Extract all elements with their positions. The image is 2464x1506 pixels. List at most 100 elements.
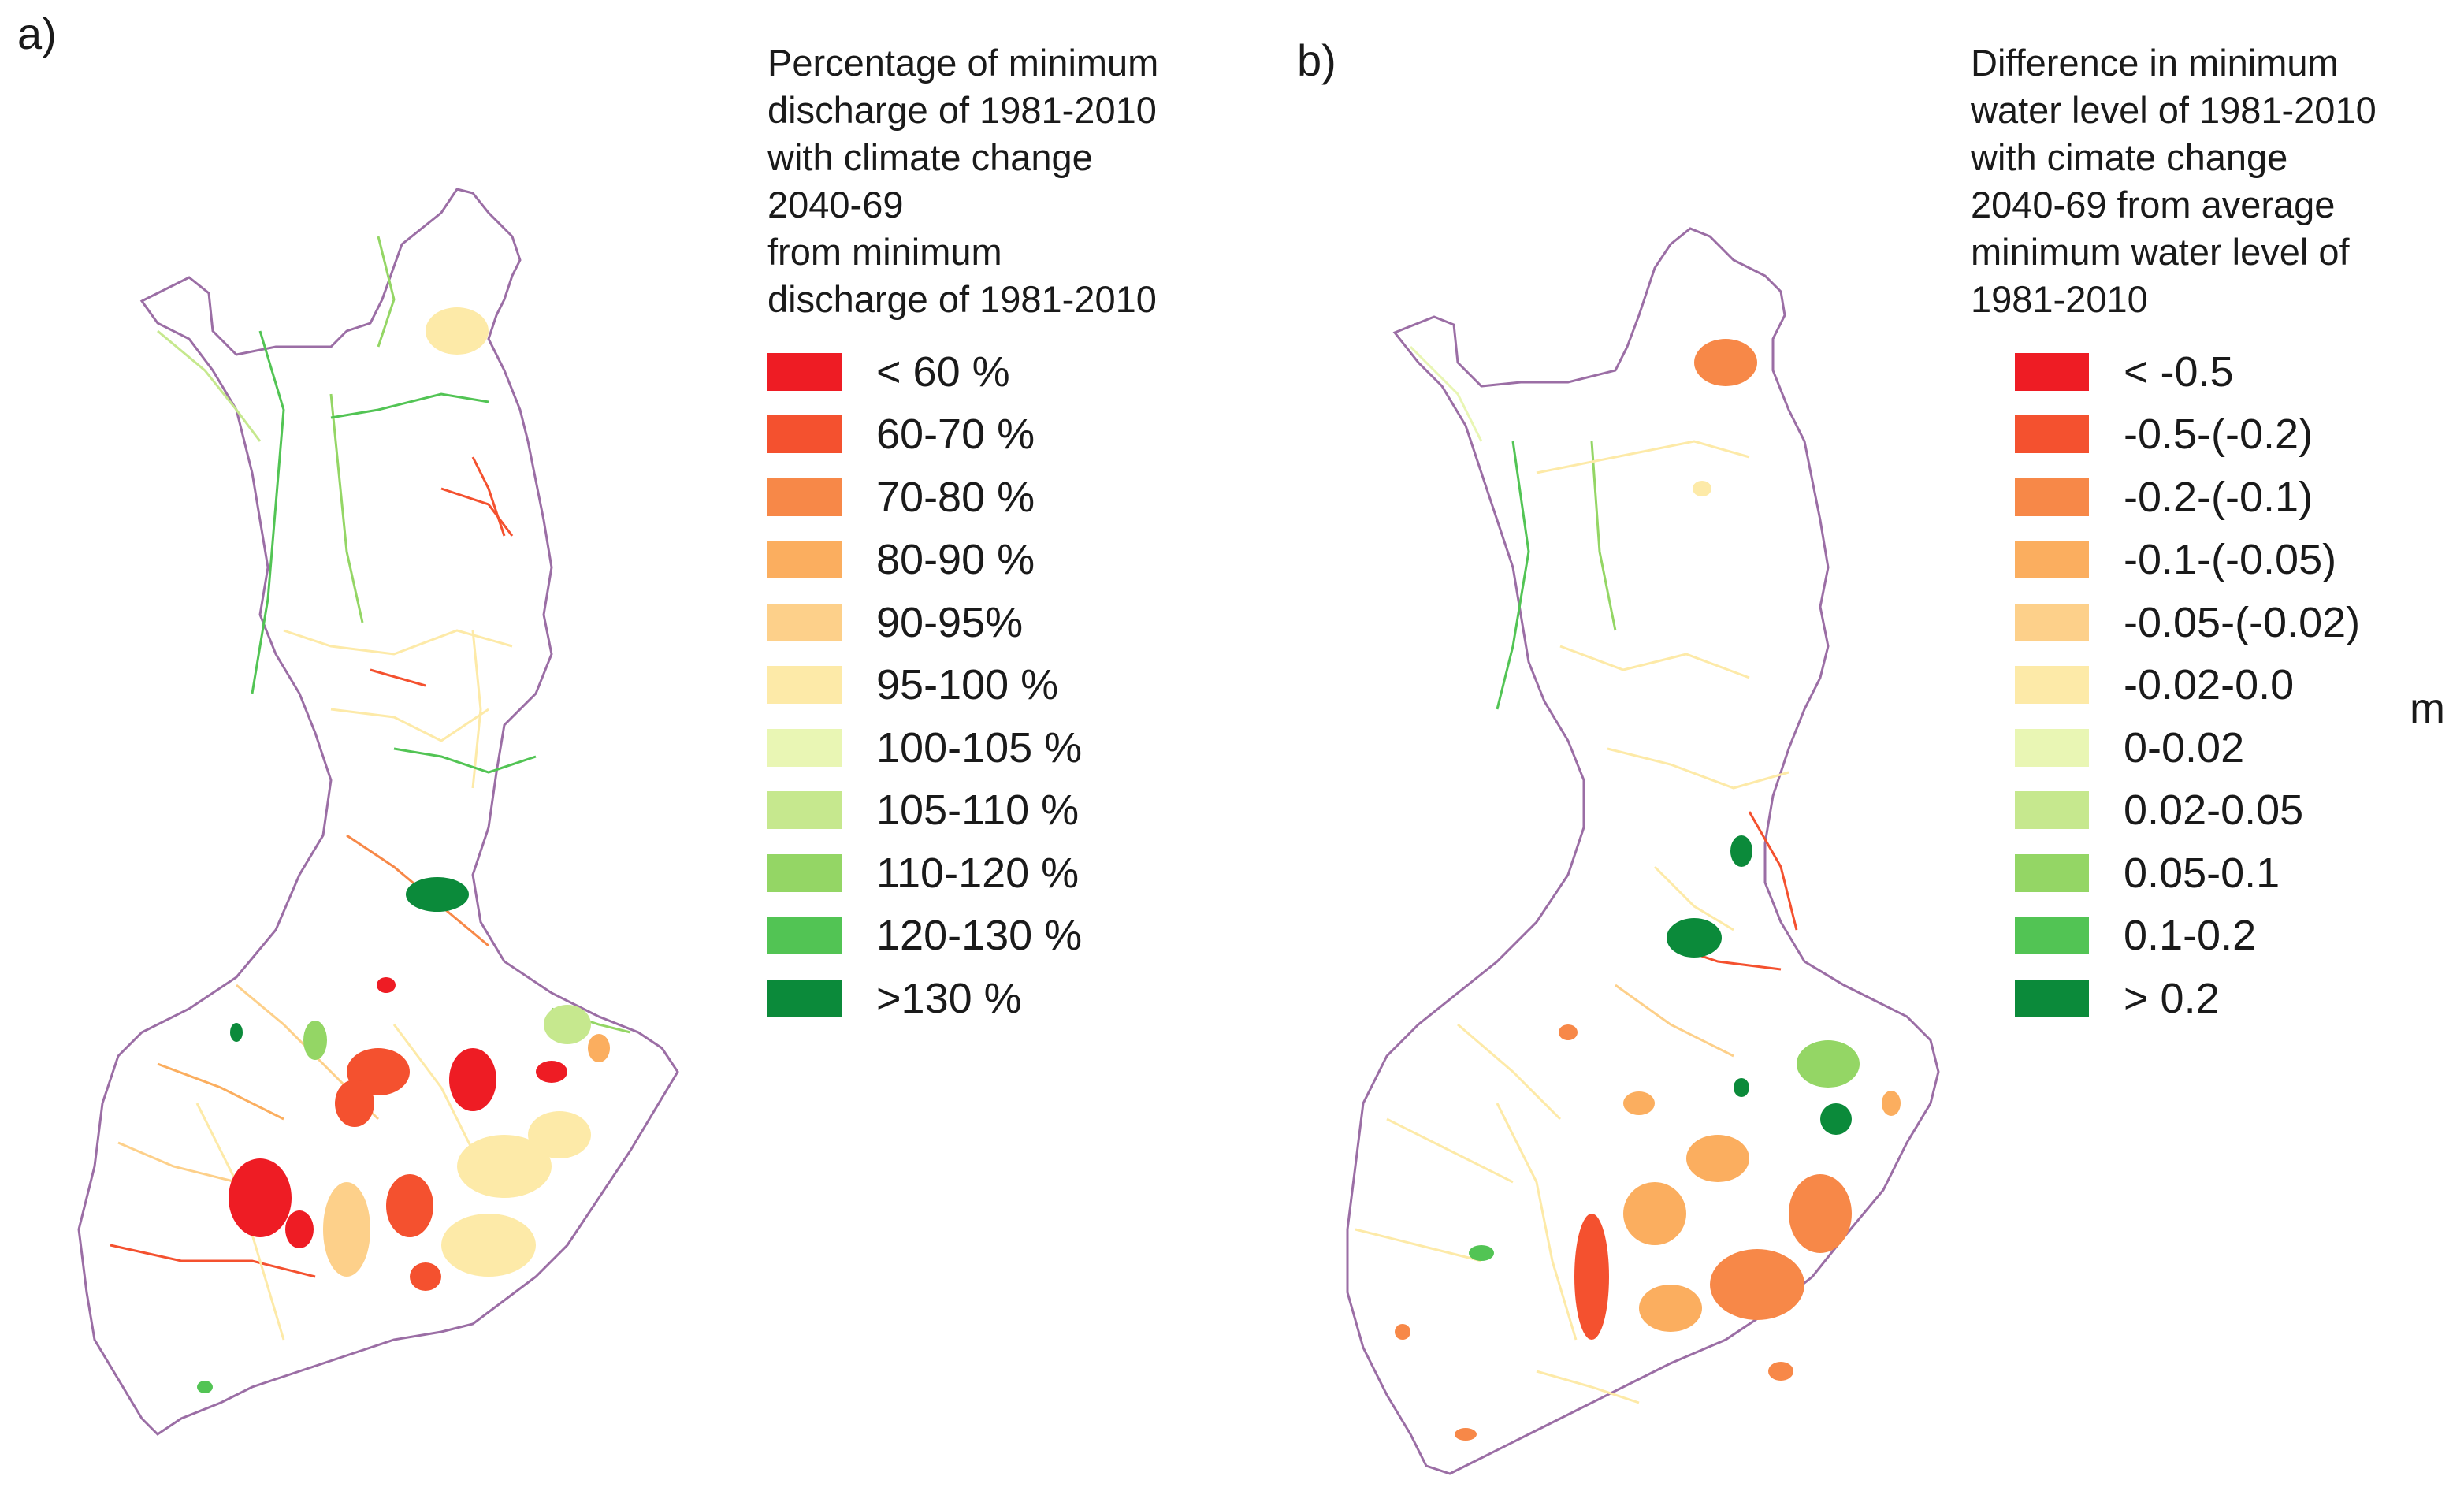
lake-patches-b	[1395, 339, 1901, 1441]
legend-swatch	[767, 728, 842, 767]
lake-patch	[335, 1080, 374, 1127]
lake-patch	[386, 1174, 433, 1237]
legend-swatch	[2015, 979, 2089, 1017]
legend-item-label: -0.5-(-0.2)	[2124, 411, 2313, 459]
legend-item-label: 0-0.02	[2124, 723, 2245, 772]
finland-outline-b	[1346, 227, 1940, 1475]
lake-patch	[410, 1262, 441, 1291]
river-segment	[1590, 441, 1617, 631]
lake-patch	[1734, 1078, 1749, 1097]
river-segment	[1615, 984, 1734, 1058]
legend-item-label: -0.1-(-0.05)	[2124, 536, 2337, 584]
legend-swatch	[2015, 603, 2089, 641]
river-segment	[157, 1062, 284, 1121]
legend-item: 80-90 %	[767, 529, 1158, 592]
river-segment	[1607, 747, 1789, 790]
river-segment	[1386, 1117, 1514, 1184]
lake-patch	[1574, 1214, 1609, 1340]
country-border-b	[1346, 227, 1940, 1475]
legend-item: < -0.5	[2015, 340, 2377, 403]
country-border-a	[77, 188, 679, 1436]
legend-item: -0.02-0.0	[2015, 654, 2377, 717]
legend-item-label: -0.2-(-0.1)	[2124, 473, 2313, 521]
lake-patch	[1395, 1324, 1410, 1340]
river-segment	[370, 668, 426, 687]
legend-item: 110-120 %	[767, 842, 1158, 905]
river-segment	[392, 1024, 474, 1151]
river-segment	[1748, 811, 1798, 931]
lake-patch	[544, 1005, 591, 1044]
legend-item: 70-80 %	[767, 466, 1158, 529]
lake-patch	[230, 1023, 243, 1042]
legend-item: >130 %	[767, 967, 1158, 1030]
river-segment	[471, 456, 506, 537]
legend-a: Percentage of minimum discharge of 1981-…	[767, 39, 1158, 1030]
legend-item-label: 0.05-0.1	[2124, 849, 2280, 897]
legend-swatch	[2015, 728, 2089, 767]
river-segment	[251, 330, 285, 694]
lake-patch	[323, 1182, 370, 1277]
legend-item-label: 80-90 %	[876, 536, 1035, 584]
legend-swatch	[767, 541, 842, 579]
legend-item: > 0.2	[2015, 967, 2377, 1030]
legend-item-label: 60-70 %	[876, 411, 1035, 459]
legend-swatch	[2015, 917, 2089, 955]
river-segment	[117, 1141, 237, 1184]
legend-item: 0.02-0.05	[2015, 779, 2377, 842]
legend-item: 0.05-0.1	[2015, 842, 2377, 905]
legend-item-label: -0.02-0.0	[2124, 661, 2295, 709]
river-segment	[329, 393, 364, 623]
lake-patch	[1623, 1091, 1655, 1115]
river-segment	[471, 630, 482, 789]
legend-swatch	[767, 791, 842, 830]
legend-item-label: 120-130 %	[876, 912, 1083, 960]
lake-patch	[229, 1158, 292, 1237]
legend-swatch	[767, 603, 842, 641]
legend-item-label: >130 %	[876, 974, 1022, 1022]
legend-swatch	[2015, 853, 2089, 892]
legend-swatch	[767, 666, 842, 705]
legend-item: 100-105 %	[767, 716, 1158, 779]
lake-patch	[197, 1381, 213, 1393]
legend-item-label: 90-95%	[876, 598, 1024, 646]
river-segment	[330, 708, 489, 742]
lake-patch	[1694, 339, 1757, 386]
legend-swatch	[767, 415, 842, 454]
lake-patch	[457, 1135, 552, 1198]
legend-title-b: Difference in minimum water level of 198…	[1971, 42, 2377, 320]
legend-swatch	[2015, 541, 2089, 579]
legend-item-label: < 60 %	[876, 348, 1010, 396]
legend-item-label: 100-105 %	[876, 723, 1083, 772]
legend-swatch	[767, 917, 842, 955]
lake-patch	[303, 1021, 327, 1060]
legend-title-a: Percentage of minimum discharge of 1981-…	[767, 42, 1159, 320]
finland-outline-a	[77, 188, 679, 1436]
lake-patch	[1623, 1182, 1686, 1245]
lake-patch	[1667, 918, 1722, 958]
legend-item-label: 0.02-0.05	[2124, 786, 2304, 835]
river-segment	[1653, 865, 1734, 931]
legend-item: -0.2-(-0.1)	[2015, 466, 2377, 529]
river-segment	[1559, 645, 1750, 679]
lake-patch	[1559, 1024, 1578, 1040]
legend-item-label: 95-100 %	[876, 661, 1059, 709]
lake-patch	[1768, 1362, 1793, 1381]
legend-item: -0.1-(-0.05)	[2015, 529, 2377, 592]
lake-patch	[285, 1210, 314, 1248]
river-segment	[330, 392, 489, 419]
river-segment	[377, 236, 396, 348]
legend-item: 0-0.02	[2015, 716, 2377, 779]
legend-swatch	[2015, 791, 2089, 830]
lake-patch	[1730, 835, 1752, 867]
legend-swatch	[767, 979, 842, 1017]
river-segment	[157, 329, 262, 442]
river-segment	[1409, 345, 1483, 442]
lake-patch	[377, 977, 396, 993]
legend-item: 0.1-0.2	[2015, 905, 2377, 968]
unit-label: m	[2410, 685, 2445, 732]
lake-patch	[528, 1111, 591, 1158]
legend-item-label: 70-80 %	[876, 473, 1035, 521]
lake-patch	[1686, 1135, 1749, 1182]
legend-item-label: > 0.2	[2124, 974, 2220, 1022]
